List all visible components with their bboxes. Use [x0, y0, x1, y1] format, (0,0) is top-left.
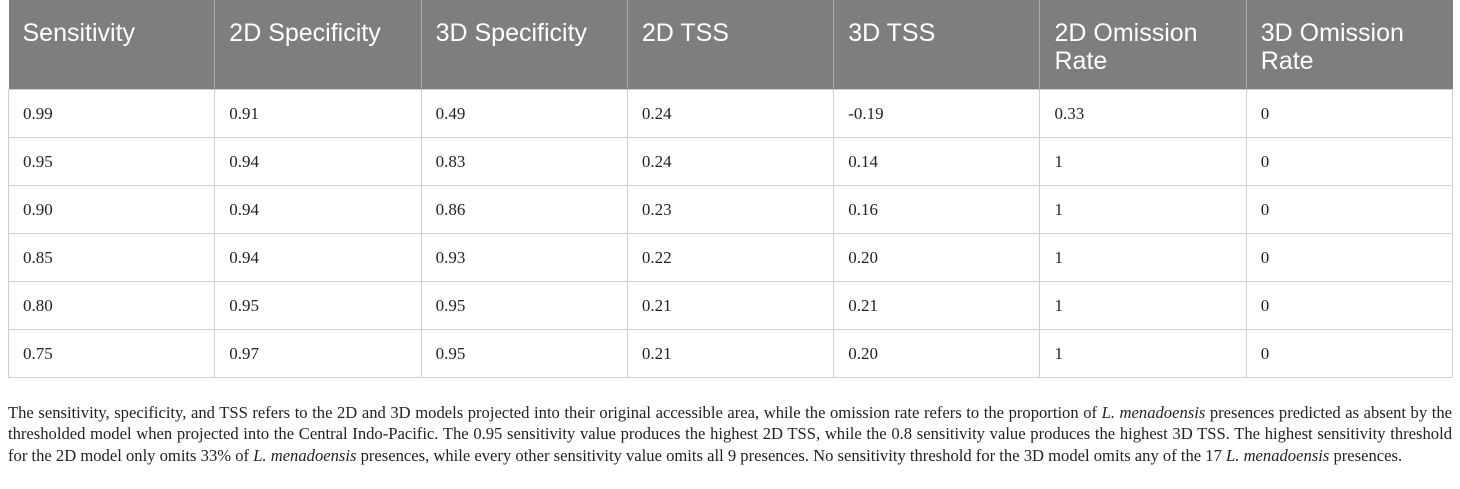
table-cell: 0 [1245, 329, 1454, 378]
table-cell: 0 [1245, 233, 1454, 282]
table-cell: 0.24 [626, 89, 835, 138]
table-cell: 1 [1039, 233, 1247, 282]
header-3d-omission-rate: 3D Omission Rate [1245, 0, 1453, 90]
header-sensitivity: Sensitivity [8, 0, 215, 90]
table-cell: 0.95 [420, 281, 628, 330]
header-3d-specificity: 3D Specificity [420, 0, 628, 90]
table-cell: 1 [1039, 329, 1247, 378]
species-name: L. menadoensis [253, 445, 357, 465]
table-cell: 0 [1245, 137, 1454, 186]
table-cell: 0.93 [420, 233, 628, 282]
table-cell: 0 [1245, 89, 1454, 138]
table-cell: 0.83 [420, 137, 628, 186]
table-cell: 0.90 [7, 185, 216, 234]
header-2d-tss: 2D TSS [626, 0, 834, 90]
table-row: 0.90 0.94 0.86 0.23 0.16 1 0 [7, 185, 1454, 234]
table-row: 0.99 0.91 0.49 0.24 -0.19 0.33 0 [7, 89, 1454, 138]
table-cell: 0.97 [214, 329, 422, 378]
table-cell: 0.22 [626, 233, 835, 282]
table-cell: 0.94 [214, 233, 422, 282]
footnote-text: presences predicted as absent by the thr… [8, 402, 1452, 465]
table-cell: 0.49 [420, 89, 628, 138]
table-cell: 0.75 [7, 329, 216, 378]
header-row: Sensitivity 2D Specificity 3D Specificit… [8, 0, 1453, 90]
table-cell: 0.24 [626, 137, 835, 186]
table-cell: 0.80 [7, 281, 216, 330]
table-cell: 0.33 [1039, 89, 1247, 138]
table-cell: 0.95 [420, 329, 628, 378]
table-cell: 0.95 [214, 281, 422, 330]
table-cell: 1 [1039, 137, 1247, 186]
footnote-text: presences. [1329, 445, 1403, 465]
table-cell: 1 [1039, 281, 1247, 330]
footnote-text: The sensitivity, specificity, and TSS re… [8, 402, 1102, 422]
header-3d-tss: 3D TSS [833, 0, 1040, 90]
table-cell: 0.23 [626, 185, 835, 234]
table-cell: 0.20 [833, 329, 1041, 378]
table-cell: 0.20 [833, 233, 1041, 282]
table-cell: 0.21 [626, 329, 835, 378]
results-table-container: Sensitivity 2D Specificity 3D Specificit… [7, 0, 1454, 378]
table-cell: 0.21 [626, 281, 835, 330]
table-cell: 0.21 [833, 281, 1041, 330]
table-row: 0.85 0.94 0.93 0.22 0.20 1 0 [7, 233, 1454, 282]
table-row: 0.75 0.97 0.95 0.21 0.20 1 0 [7, 329, 1454, 378]
sensitivity-threshold-table: Sensitivity 2D Specificity 3D Specificit… [7, 0, 1454, 378]
table-cell: 1 [1039, 185, 1247, 234]
table-cell: 0.99 [7, 89, 216, 138]
table-row: 0.95 0.94 0.83 0.24 0.14 1 0 [7, 137, 1454, 186]
table-cell: 0 [1245, 281, 1454, 330]
table-cell: 0.95 [7, 137, 216, 186]
header-2d-omission-rate: 2D Omission Rate [1039, 0, 1247, 90]
header-2d-specificity: 2D Specificity [214, 0, 422, 90]
species-name: L. menadoensis [1226, 445, 1330, 465]
table-cell: 0.16 [833, 185, 1041, 234]
table-cell: -0.19 [833, 89, 1041, 138]
species-name: L. menadoensis [1101, 402, 1206, 422]
table-row: 0.80 0.95 0.95 0.21 0.21 1 0 [7, 281, 1454, 330]
table-cell: 0.91 [214, 89, 422, 138]
table-cell: 0.94 [214, 137, 422, 186]
table-header: Sensitivity 2D Specificity 3D Specificit… [8, 0, 1453, 90]
table-cell: 0.14 [833, 137, 1041, 186]
table-footnote: The sensitivity, specificity, and TSS re… [8, 402, 1452, 467]
table-cell: 0.86 [420, 185, 628, 234]
table-body: 0.99 0.91 0.49 0.24 -0.19 0.33 0 0.95 0.… [7, 89, 1454, 378]
table-cell: 0 [1245, 185, 1454, 234]
footnote-text: presences, while every other sensitivity… [356, 445, 1227, 465]
table-cell: 0.94 [214, 185, 422, 234]
table-cell: 0.85 [7, 233, 216, 282]
